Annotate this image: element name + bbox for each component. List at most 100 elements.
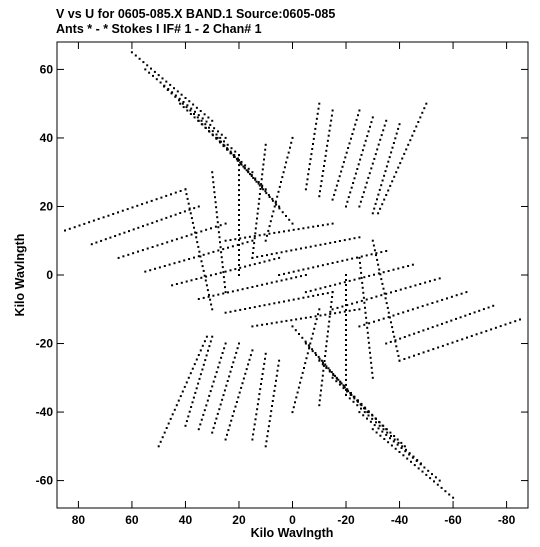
- data-point-conjugate: [375, 254, 377, 257]
- data-point: [171, 284, 174, 287]
- data-point-conjugate: [363, 301, 366, 304]
- data-point-conjugate: [268, 232, 271, 235]
- data-point: [353, 177, 356, 180]
- data-point: [378, 188, 381, 191]
- data-point: [270, 322, 273, 325]
- data-point: [196, 241, 199, 244]
- data-point-conjugate: [315, 354, 318, 356]
- data-point: [211, 119, 214, 122]
- data-point-conjugate: [325, 365, 328, 368]
- data-point-conjugate: [283, 272, 285, 275]
- data-point: [246, 287, 249, 290]
- data-point: [185, 235, 188, 238]
- data-point: [377, 193, 380, 196]
- data-point-conjugate: [173, 408, 176, 411]
- data-point-conjugate: [301, 371, 304, 374]
- data-point: [238, 244, 240, 246]
- data-point: [112, 213, 115, 215]
- data-point-conjugate: [345, 354, 347, 356]
- data-point-conjugate: [329, 241, 332, 244]
- data-point: [393, 175, 396, 178]
- data-point: [195, 236, 198, 239]
- data-point-conjugate: [195, 387, 198, 390]
- data-point-conjugate: [231, 415, 234, 417]
- data-point: [367, 130, 370, 133]
- data-point-conjugate: [356, 400, 359, 403]
- data-point: [223, 140, 225, 143]
- data-point: [304, 316, 307, 319]
- data-point: [208, 130, 211, 133]
- data-point: [319, 314, 322, 317]
- data-point: [319, 185, 322, 188]
- data-point-conjugate: [295, 396, 298, 399]
- data-point-conjugate: [388, 316, 391, 319]
- data-point-conjugate: [421, 305, 424, 308]
- data-point: [188, 207, 191, 210]
- data-point: [193, 113, 195, 115]
- data-point: [165, 194, 168, 197]
- data-point: [196, 116, 199, 119]
- data-point: [290, 319, 293, 322]
- data-point-conjugate: [238, 391, 241, 394]
- data-point-conjugate: [314, 322, 317, 325]
- data-point-conjugate: [387, 441, 390, 444]
- data-point: [197, 205, 200, 208]
- data-point-conjugate: [240, 386, 243, 389]
- data-point: [170, 92, 173, 95]
- data-point-conjugate: [402, 311, 405, 314]
- data-point-conjugate: [255, 413, 258, 416]
- data-point-conjugate: [406, 457, 409, 460]
- data-point: [173, 262, 176, 265]
- data-point: [326, 292, 329, 295]
- data-point-conjugate: [377, 263, 380, 266]
- data-point: [398, 123, 401, 126]
- data-point-conjugate: [403, 445, 406, 448]
- data-point-conjugate: [301, 336, 304, 339]
- data-point: [221, 261, 224, 264]
- data-point: [265, 192, 268, 195]
- data-point: [328, 129, 331, 132]
- data-point: [238, 274, 240, 276]
- data-point: [330, 114, 333, 117]
- data-point-conjugate: [391, 326, 394, 329]
- data-point-conjugate: [361, 286, 364, 289]
- data-point-conjugate: [181, 390, 184, 393]
- data-point-conjugate: [371, 417, 374, 420]
- data-point-conjugate: [427, 327, 430, 330]
- data-point: [179, 190, 182, 192]
- data-point-conjugate: [197, 428, 200, 431]
- data-point-conjugate: [327, 367, 330, 370]
- data-point-conjugate: [411, 456, 414, 459]
- data-point: [175, 283, 178, 285]
- data-point-conjugate: [358, 236, 361, 239]
- data-point-conjugate: [437, 346, 440, 349]
- data-point-conjugate: [208, 345, 211, 348]
- data-point: [144, 270, 147, 273]
- data-point-conjugate: [203, 340, 206, 343]
- data-point-conjugate: [392, 314, 395, 317]
- data-point-conjugate: [229, 370, 232, 373]
- data-point-conjugate: [271, 405, 273, 407]
- data-point: [195, 278, 198, 280]
- data-point: [308, 168, 310, 171]
- data-point-conjugate: [318, 399, 321, 402]
- data-point: [317, 107, 320, 110]
- data-point-conjugate: [327, 330, 329, 333]
- data-point-conjugate: [351, 302, 354, 305]
- data-point: [315, 117, 318, 120]
- data-point-conjugate: [386, 431, 389, 434]
- data-point-conjugate: [362, 296, 365, 299]
- data-point: [238, 234, 240, 236]
- data-point: [271, 199, 274, 202]
- data-point: [207, 116, 210, 119]
- data-point-conjugate: [383, 438, 386, 440]
- data-point-conjugate: [370, 361, 373, 364]
- data-point: [165, 216, 168, 219]
- data-point-conjugate: [287, 271, 290, 274]
- data-point-conjugate: [325, 366, 328, 369]
- data-point: [317, 293, 319, 296]
- data-point: [191, 221, 194, 224]
- data-point: [238, 179, 240, 182]
- data-point: [267, 229, 270, 232]
- data-point: [238, 209, 240, 211]
